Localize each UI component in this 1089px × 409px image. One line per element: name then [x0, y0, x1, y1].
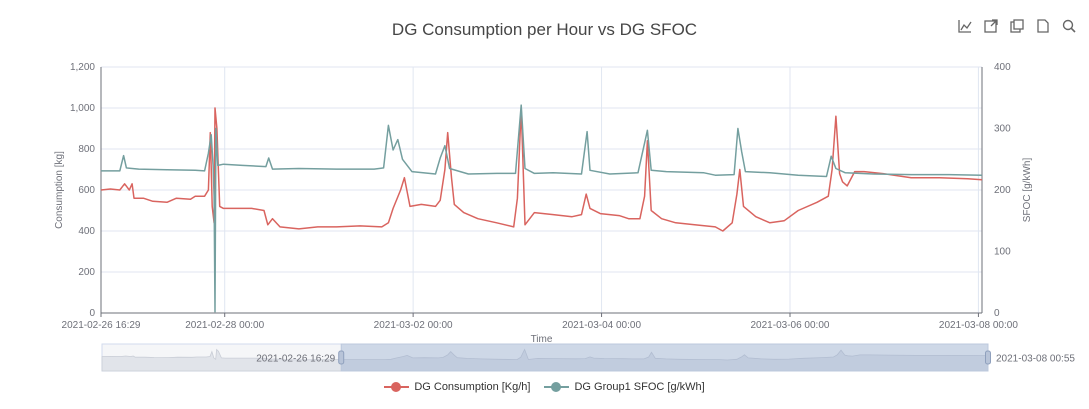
- chart-legend: DG Consumption [Kg/h] DG Group1 SFOC [g/…: [0, 381, 1089, 393]
- legend-item-consumption[interactable]: DG Consumption [Kg/h]: [384, 381, 530, 393]
- y-tick-label-left: 0: [89, 308, 95, 319]
- y-tick-label-left: 1,200: [70, 62, 95, 73]
- legend-item-sfoc[interactable]: DG Group1 SFOC [g/kWh]: [544, 381, 705, 393]
- data-view-icon[interactable]: [983, 18, 999, 34]
- save-image-icon[interactable]: [1009, 18, 1025, 34]
- x-tick-label: 2021-03-08 00:00: [939, 320, 1018, 331]
- datazoom-start-label: 2021-02-26 16:29: [256, 354, 335, 365]
- y-tick-label-right: 400: [994, 62, 1011, 73]
- x-tick-label: 2021-02-28 00:00: [185, 320, 264, 331]
- legend-marker-consumption: [384, 381, 410, 393]
- datazoom-preview: [101, 348, 989, 372]
- x-tick-label: 2021-02-26 16:29: [62, 320, 141, 331]
- x-axis-title: Time: [531, 334, 553, 345]
- series-line-consumption: [100, 107, 983, 232]
- y-axis-title-left: Consumption [kg]: [54, 151, 65, 229]
- zoom-icon[interactable]: [1061, 18, 1077, 34]
- data-table-icon[interactable]: [1035, 18, 1051, 34]
- series-line-sfoc: [101, 104, 983, 313]
- y-axis-title-right: SFOC [g/kWh]: [1022, 158, 1033, 223]
- y-tick-label-left: 1,000: [70, 103, 95, 114]
- y-tick-label-left: 200: [78, 267, 95, 278]
- y-tick-label-right: 200: [994, 185, 1011, 196]
- datazoom-end-handle[interactable]: [985, 350, 991, 365]
- legend-marker-sfoc: [544, 381, 570, 393]
- x-tick-label: 2021-03-06 00:00: [751, 320, 830, 331]
- datazoom-start-handle[interactable]: [338, 350, 345, 365]
- datazoom-selection[interactable]: [340, 343, 989, 372]
- y-tick-label-left: 600: [78, 185, 95, 196]
- legend-label-consumption: DG Consumption [Kg/h]: [414, 381, 531, 393]
- datazoom-end-label: 2021-03-08 00:55: [996, 354, 1075, 365]
- restore-icon[interactable]: [957, 18, 973, 34]
- x-tick-label: 2021-03-02 00:00: [374, 320, 453, 331]
- y-tick-label-right: 0: [994, 308, 1000, 319]
- chart-title: DG Consumption per Hour vs DG SFOC: [391, 20, 698, 39]
- x-tick-label: 2021-03-04 00:00: [562, 320, 641, 331]
- chart-toolbox: [957, 18, 1077, 34]
- y-tick-label-right: 100: [994, 247, 1011, 258]
- y-tick-label-left: 400: [78, 226, 95, 237]
- y-tick-label-left: 800: [78, 144, 95, 155]
- y-tick-label-right: 300: [994, 124, 1011, 135]
- legend-label-sfoc: DG Group1 SFOC [g/kWh]: [574, 381, 705, 393]
